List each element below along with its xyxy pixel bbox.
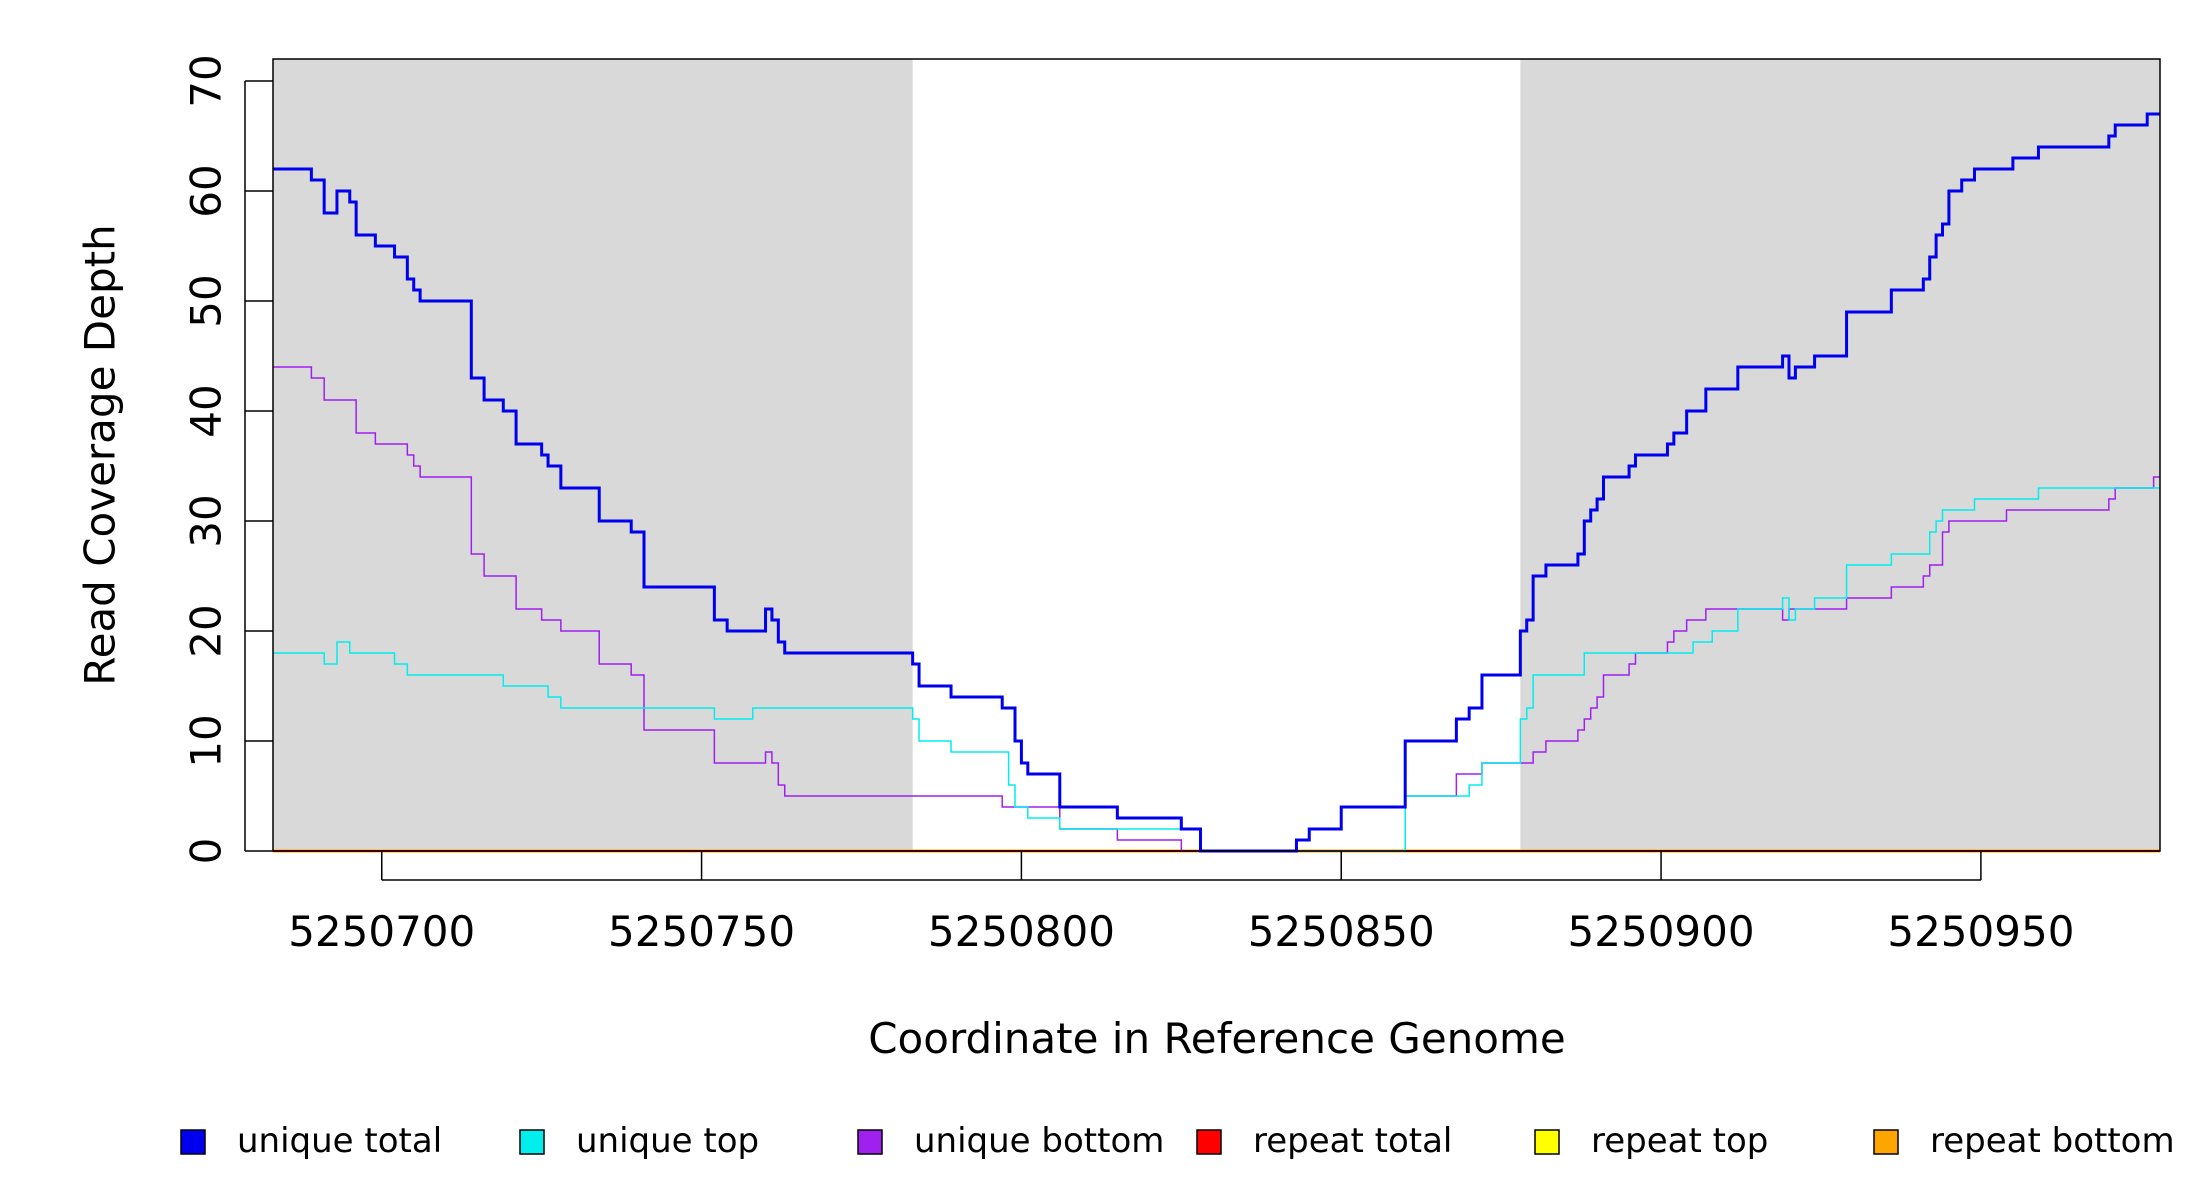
legend-label: unique top <box>576 1121 759 1161</box>
y-tick-label: 0 <box>182 838 231 865</box>
x-axis: 5250700 5250750 5250800 5250850 5250900 52509… <box>288 851 2074 956</box>
x-tick-label: 5250900 <box>1568 907 1755 956</box>
legend-swatch <box>1873 1129 1899 1155</box>
legend-label: unique total <box>237 1121 442 1161</box>
legend-swatch <box>857 1129 883 1155</box>
legend-label: repeat total <box>1253 1121 1452 1161</box>
legend-item-repeat-top: repeat top <box>1534 1121 1768 1161</box>
legend-label: repeat top <box>1591 1121 1768 1161</box>
legend-swatch <box>1196 1129 1222 1155</box>
legend-swatch <box>180 1129 206 1155</box>
legend-swatch <box>1534 1129 1560 1155</box>
y-tick-label: 30 <box>182 494 231 547</box>
y-tick-label: 60 <box>182 164 231 217</box>
legend-item-repeat-bottom: repeat bottom <box>1873 1121 2175 1161</box>
legend-label: repeat bottom <box>1930 1121 2175 1161</box>
legend-item-unique-top: unique top <box>519 1121 759 1161</box>
shaded-region-2 <box>1520 59 2160 851</box>
y-tick-label: 10 <box>182 714 231 767</box>
x-tick-label: 5250750 <box>608 907 795 956</box>
y-axis-title: Read Coverage Depth <box>76 224 125 685</box>
y-tick-label: 50 <box>182 274 231 327</box>
shaded-region-1 <box>273 59 913 851</box>
legend: unique total unique top unique bottom repea… <box>180 1121 2175 1161</box>
y-tick-label: 40 <box>182 384 231 437</box>
legend-label: unique bottom <box>914 1121 1164 1161</box>
x-tick-label: 5250850 <box>1248 907 1435 956</box>
plot-frame <box>272 58 2161 852</box>
legend-swatch <box>519 1129 545 1155</box>
x-tick-label: 5250800 <box>928 907 1115 956</box>
x-tick-label: 5250950 <box>1887 907 2074 956</box>
x-axis-title: Coordinate in Reference Genome <box>868 1014 1566 1063</box>
shaded-regions <box>273 59 2160 851</box>
legend-item-unique-bottom: unique bottom <box>857 1121 1164 1161</box>
y-axis: 0 10 20 30 40 50 60 70 <box>182 54 273 864</box>
y-tick-label: 20 <box>182 604 231 657</box>
legend-item-unique-total: unique total <box>180 1121 442 1161</box>
y-tick-label: 70 <box>182 54 231 107</box>
x-tick-label: 5250700 <box>288 907 475 956</box>
legend-item-repeat-total: repeat total <box>1196 1121 1452 1161</box>
series-unique-top <box>273 487 2160 852</box>
series-unique-total <box>273 112 2160 853</box>
